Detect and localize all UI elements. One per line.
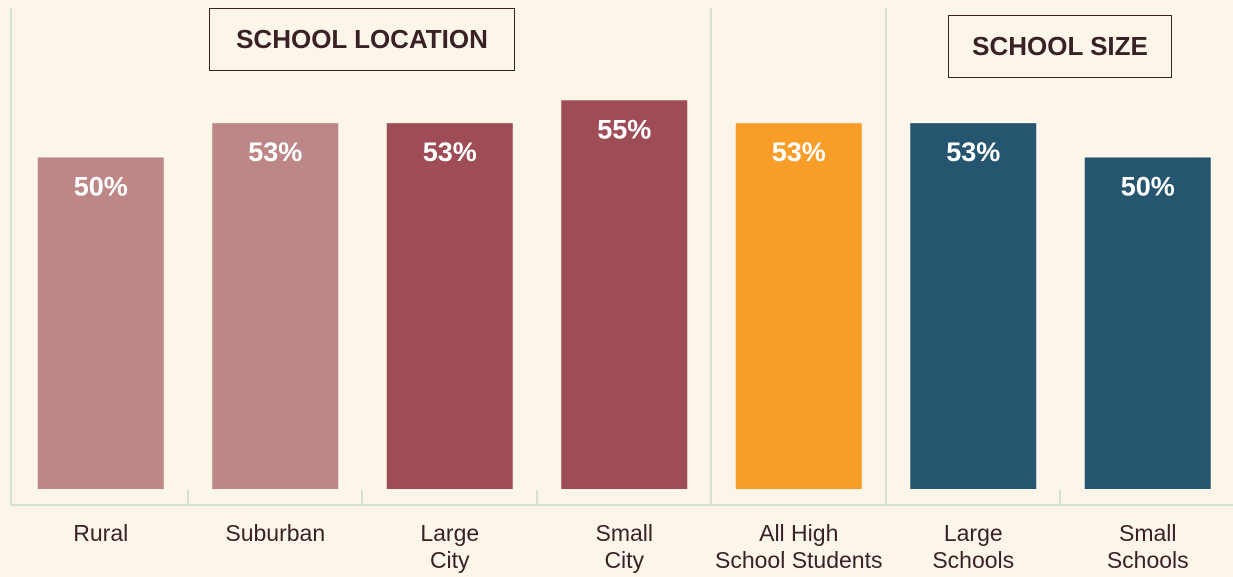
bar [386, 123, 513, 489]
x-tick-label: Small City [595, 520, 653, 573]
value-label: 50% [74, 171, 128, 201]
x-tick-label: Small Schools [1106, 520, 1189, 573]
bar [561, 100, 688, 489]
bar [212, 123, 339, 489]
value-label: 53% [772, 137, 826, 167]
bar [910, 123, 1037, 489]
value-label: 53% [946, 137, 1000, 167]
x-tick-label: Large City [420, 520, 480, 573]
value-label: 53% [248, 137, 302, 167]
group-label: SCHOOL LOCATION [209, 8, 515, 71]
group-label: SCHOOL SIZE [948, 15, 1172, 78]
x-tick-label: Rural [73, 520, 129, 546]
x-tick-label: All High School Students [714, 520, 883, 573]
bar [37, 157, 164, 489]
value-label: 50% [1121, 171, 1175, 201]
value-label: 55% [597, 114, 651, 144]
bar [1084, 157, 1211, 489]
x-tick-label: Suburban [225, 520, 326, 546]
bar [735, 123, 862, 489]
value-label: 53% [423, 137, 477, 167]
x-tick-label: Large Schools [932, 520, 1015, 573]
